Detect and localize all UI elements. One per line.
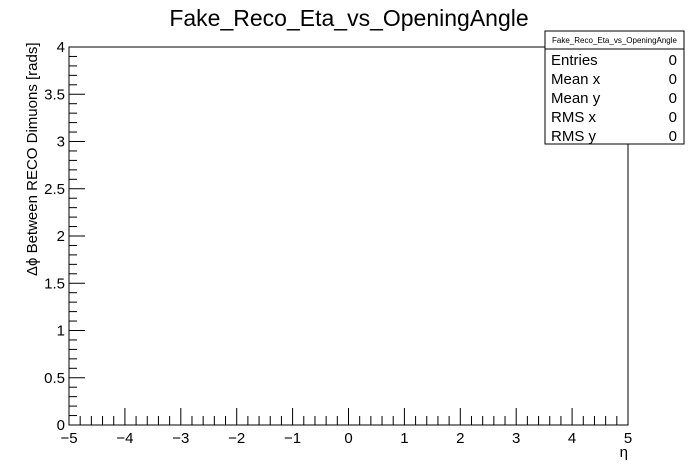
- stats-value: 0: [669, 90, 677, 107]
- y-tick-label: 3.5: [44, 86, 65, 103]
- x-axis-label: η: [620, 444, 628, 461]
- stats-box: Fake_Reco_Eta_vs_OpeningAngle Entries 0 Me…: [544, 30, 685, 145]
- chart-title: Fake_Reco_Eta_vs_OpeningAngle: [169, 5, 528, 31]
- stats-label: Mean y: [551, 90, 601, 107]
- x-axis: −5 −4 −3 −2 −1 0 1 2 3 4 5: [60, 408, 632, 447]
- x-tick-label: −5: [60, 430, 77, 447]
- stats-value: 0: [669, 128, 677, 145]
- y-tick-label: 2.5: [44, 181, 65, 198]
- x-tick-label: 0: [344, 430, 352, 447]
- x-tick-label: 2: [456, 430, 464, 447]
- stats-value: 0: [669, 109, 677, 126]
- y-axis-label: Δϕ Between RECO Dimuons [rads]: [24, 42, 41, 276]
- y-tick-label: 4: [57, 39, 65, 56]
- x-tick-label: −4: [116, 430, 133, 447]
- y-tick-label: 3: [57, 134, 65, 151]
- y-tick-label: 1.5: [44, 275, 65, 292]
- y-tick-label: 0: [57, 417, 65, 434]
- y-tick-label: 2: [57, 228, 65, 245]
- stats-rows: Entries 0 Mean x 0 Mean y 0 RMS x 0 RMS y 0: [551, 52, 677, 145]
- x-tick-label: −3: [172, 430, 189, 447]
- stats-label: Entries: [551, 52, 598, 69]
- stats-value: 0: [669, 52, 677, 69]
- x-tick-label: 1: [400, 430, 408, 447]
- stats-box-title: Fake_Reco_Eta_vs_OpeningAngle: [552, 36, 678, 45]
- stats-value: 0: [669, 71, 677, 88]
- stats-label: RMS x: [551, 109, 597, 126]
- stats-label: Mean x: [551, 71, 601, 88]
- stats-label: RMS y: [551, 128, 597, 145]
- y-axis: 0 0.5 1 1.5 2 2.5 3 3.5 4: [44, 39, 85, 434]
- y-tick-label: 1: [57, 323, 65, 340]
- x-tick-label: −2: [228, 430, 245, 447]
- plot-frame: [68, 46, 629, 426]
- stats-box-frame: [544, 30, 685, 145]
- x-tick-label: 4: [568, 430, 576, 447]
- y-tick-label: 0.5: [44, 370, 65, 387]
- x-tick-label: 3: [512, 430, 520, 447]
- x-tick-label: −1: [284, 430, 301, 447]
- x-tick-label: 5: [624, 430, 632, 447]
